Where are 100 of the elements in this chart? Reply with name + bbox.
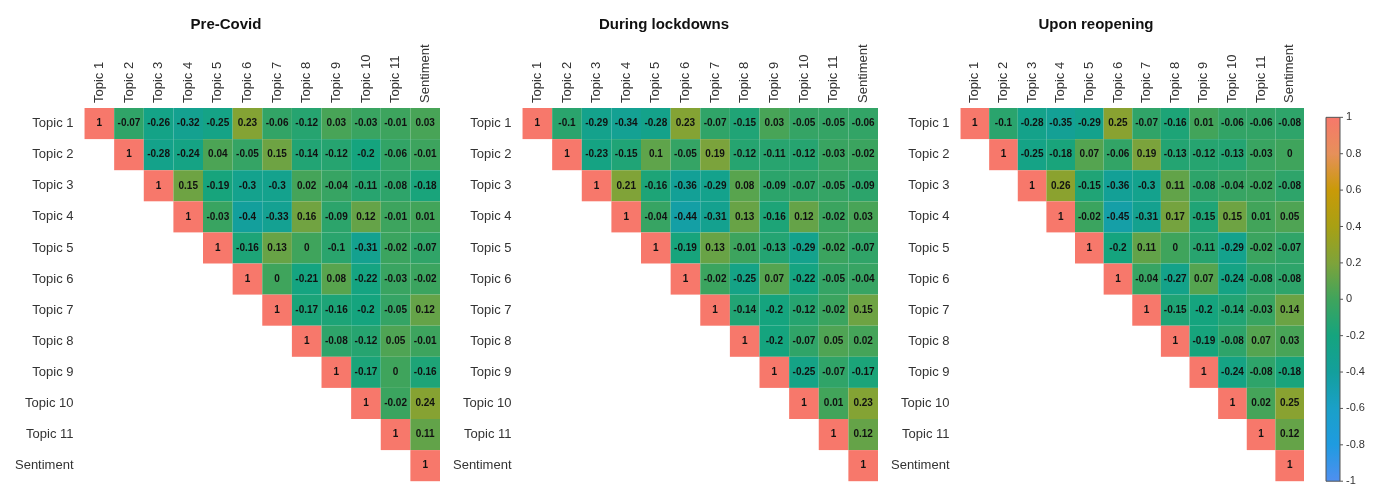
data-label: 0.02 (296, 179, 317, 191)
x-tick-label: Sentiment (416, 44, 432, 103)
data-label: -0.04 (324, 179, 349, 191)
y-tick-label: Topic 7 (32, 301, 74, 317)
data-label: -0.02 (1077, 210, 1102, 222)
data-label: 1 (801, 397, 808, 409)
data-label: -0.03 (1249, 303, 1273, 315)
data-label: -0.08 (1192, 179, 1216, 191)
x-tick-label: Topic 11 (1252, 55, 1268, 103)
data-label: -0.07 (413, 241, 438, 253)
data-label: -0.08 (1278, 272, 1302, 284)
data-label: -0.2 (1109, 241, 1128, 253)
data-label: -0.19 (206, 179, 230, 191)
x-tick-label: Topic 2 (558, 61, 574, 103)
data-label: -0.06 (851, 117, 876, 129)
data-label: 0.01 (1194, 117, 1214, 129)
data-label: 0.03 (1279, 335, 1300, 346)
data-label: -0.26 (147, 117, 171, 129)
data-label: 0.02 (1251, 397, 1272, 409)
data-label: -0.01 (413, 148, 438, 160)
data-label: 0.11 (415, 428, 436, 440)
data-label: 0.11 (1165, 179, 1186, 191)
data-label: -0.04 (1221, 179, 1245, 191)
y-tick-label: Topic 10 (25, 395, 74, 411)
data-label: 1 (741, 335, 748, 346)
data-label: -0.05 (792, 117, 816, 129)
data-label: -0.2 (1195, 303, 1213, 315)
data-label: 0.17 (1165, 210, 1186, 222)
data-label: -0.01 (733, 241, 757, 253)
x-tick-label: Sentiment (1281, 44, 1297, 103)
data-label: 0 (1286, 148, 1293, 160)
x-tick-label: Sentiment (854, 44, 870, 103)
data-label: -0.31 (1135, 210, 1159, 222)
color-bar-label: -1 (1346, 474, 1356, 487)
data-label: -0.32 (176, 117, 201, 129)
color-bar-label: 0.8 (1346, 146, 1362, 159)
data-label: -0.15 (614, 148, 639, 160)
data-label: 0.1 (648, 148, 664, 160)
data-label: 0.01 (823, 397, 844, 409)
data-label: -0.25 (1020, 148, 1044, 160)
data-label: -0.05 (822, 117, 846, 129)
data-label: -0.25 (792, 366, 816, 378)
data-label: -0.07 (792, 179, 816, 191)
x-tick-label: Topic 3 (1023, 61, 1039, 103)
data-label: -0.1 (327, 241, 346, 253)
data-label: 1 (1029, 179, 1036, 191)
data-label: 1 (1229, 397, 1236, 409)
data-label: 1 (771, 366, 778, 378)
x-tick-label: Topic 9 (327, 61, 343, 103)
data-label: -0.12 (792, 148, 816, 160)
data-label: 0.07 (1194, 272, 1214, 284)
data-label: -0.02 (851, 148, 876, 160)
data-label: -0.05 (822, 272, 846, 284)
data-label: -0.02 (822, 241, 846, 253)
data-label: 0.02 (853, 335, 874, 346)
y-tick-label: Topic 5 (470, 239, 512, 255)
data-label: 0.05 (1279, 210, 1300, 222)
y-tick-label: Topic 11 (26, 426, 74, 442)
data-label: 1 (244, 272, 251, 284)
data-label: 1 (303, 335, 310, 346)
data-label: -0.24 (176, 148, 201, 160)
data-label: 1 (712, 303, 719, 315)
x-tick-label: Topic 3 (150, 61, 166, 103)
data-label: -0.08 (1249, 366, 1273, 378)
data-label: -0.17 (354, 366, 378, 378)
data-label: 0.03 (326, 117, 347, 129)
data-label: -0.05 (674, 148, 698, 160)
data-label: -0.12 (792, 303, 816, 315)
data-label: 0 (1172, 241, 1179, 253)
data-label: -0.06 (1106, 148, 1130, 160)
data-label: 1 (653, 241, 660, 253)
y-tick-label: Topic 3 (470, 177, 512, 193)
data-label: -0.02 (1249, 179, 1273, 191)
y-tick-label: Topic 1 (908, 115, 950, 131)
data-label: -0.04 (644, 210, 668, 222)
y-tick-label: Topic 4 (908, 208, 950, 224)
data-label: 0.24 (415, 397, 436, 409)
data-label: -0.18 (1278, 366, 1302, 378)
data-label: -0.14 (1221, 303, 1245, 315)
data-label: -0.01 (413, 335, 438, 346)
data-label: 0.23 (675, 117, 696, 129)
data-label: -0.06 (384, 148, 408, 160)
data-label: 1 (860, 459, 867, 471)
x-tick-label: Topic 4 (179, 61, 195, 103)
data-label: 0.08 (734, 179, 755, 191)
color-bar-label: -0.2 (1346, 328, 1365, 341)
data-label: -0.07 (117, 117, 141, 129)
data-label: 1 (534, 117, 541, 129)
data-label: -0.12 (1192, 148, 1216, 160)
data-label: 0 (392, 366, 399, 378)
data-label: -0.02 (384, 397, 408, 409)
data-label: -0.03 (206, 210, 230, 222)
data-label: -0.07 (851, 241, 876, 253)
data-label: 0.23 (853, 397, 874, 409)
data-label: -0.28 (1020, 117, 1044, 129)
data-label: 1 (274, 303, 281, 315)
data-label: -0.08 (1278, 179, 1302, 191)
data-label: 0.15 (1222, 210, 1243, 222)
color-bar-label: 0.2 (1346, 255, 1362, 268)
data-label: -0.28 (147, 148, 171, 160)
